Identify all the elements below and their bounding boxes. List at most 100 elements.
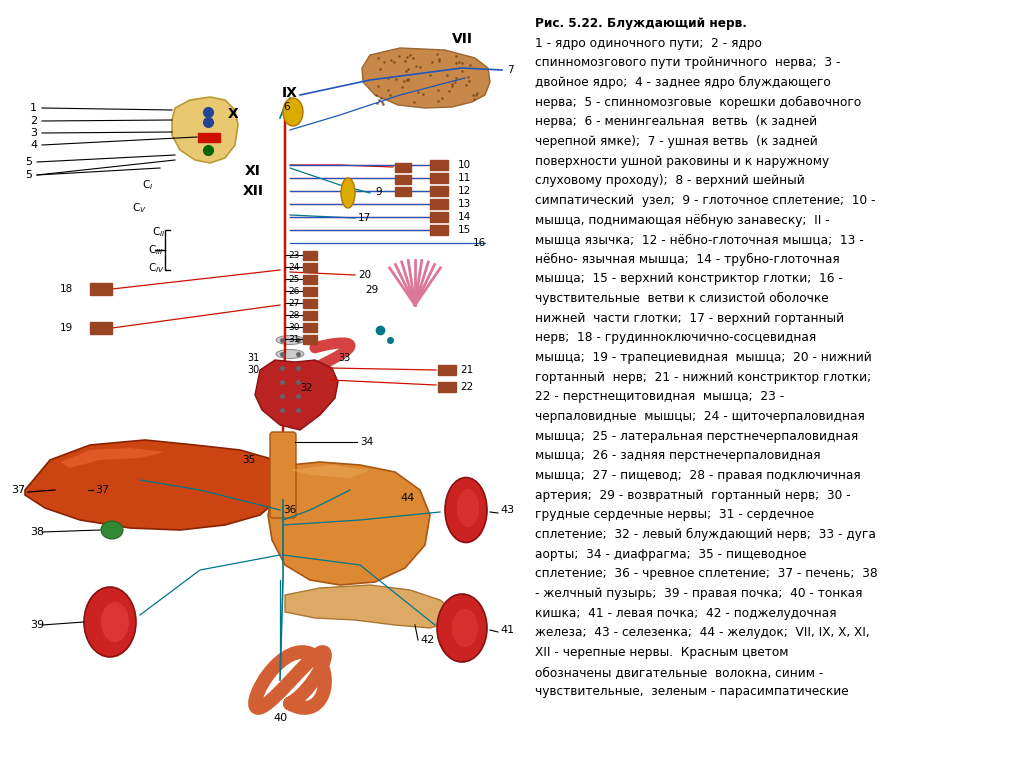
Bar bbox=[198, 133, 220, 142]
Text: 39: 39 bbox=[30, 620, 44, 630]
Text: двойное ядро;  4 - заднее ядро блуждающего: двойное ядро; 4 - заднее ядро блуждающег… bbox=[535, 76, 830, 89]
Text: 16: 16 bbox=[473, 238, 486, 248]
Text: 27: 27 bbox=[289, 299, 300, 307]
Text: обозначены двигательные  волокна, синим -: обозначены двигательные волокна, синим - bbox=[535, 666, 823, 679]
Text: 22 - перстнещитовидная  мышца;  23 -: 22 - перстнещитовидная мышца; 23 - bbox=[535, 390, 783, 403]
Bar bbox=[438, 365, 456, 375]
Bar bbox=[303, 287, 317, 296]
Text: черпаловидные  мышцы;  24 - щиточерпаловидная: черпаловидные мышцы; 24 - щиточерпаловид… bbox=[535, 410, 864, 423]
Ellipse shape bbox=[101, 602, 129, 642]
Text: кишка;  41 - левая почка;  42 - поджелудочная: кишка; 41 - левая почка; 42 - поджелудоч… bbox=[535, 607, 836, 620]
Text: 32: 32 bbox=[300, 383, 312, 393]
Text: 18: 18 bbox=[60, 284, 74, 294]
Text: C$_{II}$: C$_{II}$ bbox=[152, 225, 166, 239]
Bar bbox=[90, 322, 112, 334]
Bar bbox=[303, 311, 317, 320]
Bar bbox=[430, 199, 449, 209]
Text: 40: 40 bbox=[273, 713, 287, 723]
Polygon shape bbox=[25, 440, 285, 530]
Ellipse shape bbox=[101, 521, 123, 539]
Text: 37: 37 bbox=[95, 485, 110, 495]
Text: 24: 24 bbox=[289, 263, 300, 272]
Text: мышца, поднимающая нёбную занавеску;  II -: мышца, поднимающая нёбную занавеску; II … bbox=[535, 214, 829, 227]
Text: 2: 2 bbox=[30, 116, 37, 126]
Polygon shape bbox=[290, 465, 370, 478]
Text: 26: 26 bbox=[289, 286, 300, 296]
Text: - желчный пузырь;  39 - правая почка;  40 - тонкая: - желчный пузырь; 39 - правая почка; 40 … bbox=[535, 587, 862, 600]
Text: сплетение;  32 - левый блуждающий нерв;  33 - дуга: сплетение; 32 - левый блуждающий нерв; 3… bbox=[535, 528, 876, 541]
Text: мышца;  27 - пищевод;  28 - правая подключичная: мышца; 27 - пищевод; 28 - правая подключ… bbox=[535, 469, 860, 482]
Polygon shape bbox=[362, 48, 490, 108]
Polygon shape bbox=[172, 97, 238, 163]
Ellipse shape bbox=[445, 478, 487, 542]
Polygon shape bbox=[268, 462, 430, 585]
Bar bbox=[430, 173, 449, 183]
Text: поверхности ушной раковины и к наружному: поверхности ушной раковины и к наружному bbox=[535, 154, 828, 167]
Bar bbox=[438, 382, 456, 392]
Text: чувствительные,  зеленым - парасимпатические: чувствительные, зеленым - парасимпатичес… bbox=[535, 685, 848, 698]
Text: 22: 22 bbox=[460, 382, 473, 392]
Text: чувствительные  ветви к слизистой оболочке: чувствительные ветви к слизистой оболочк… bbox=[535, 292, 828, 305]
Text: VII: VII bbox=[452, 32, 472, 46]
Text: XII - черепные нервы.  Красным цветом: XII - черепные нервы. Красным цветом bbox=[535, 646, 788, 659]
Text: C$_I$: C$_I$ bbox=[142, 178, 154, 192]
Text: 4: 4 bbox=[30, 140, 37, 150]
Text: 31: 31 bbox=[248, 353, 260, 363]
Text: аорты;  34 - диафрагма;  35 - пищеводное: аорты; 34 - диафрагма; 35 - пищеводное bbox=[535, 548, 806, 561]
Ellipse shape bbox=[276, 378, 304, 386]
Ellipse shape bbox=[84, 587, 136, 657]
Ellipse shape bbox=[457, 489, 479, 527]
Text: 21: 21 bbox=[460, 365, 473, 375]
Text: 13: 13 bbox=[458, 199, 471, 209]
Text: грудные сердечные нервы;  31 - сердечное: грудные сердечные нервы; 31 - сердечное bbox=[535, 508, 814, 521]
Text: 17: 17 bbox=[358, 213, 372, 223]
Text: 29: 29 bbox=[365, 285, 378, 295]
Bar bbox=[303, 335, 317, 344]
Ellipse shape bbox=[452, 609, 478, 647]
Text: XI: XI bbox=[245, 164, 261, 178]
Text: мышца;  25 - латеральная перстнечерпаловидная: мышца; 25 - латеральная перстнечерпалови… bbox=[535, 430, 858, 443]
Text: спинномозгового пути тройничного  нерва;  3 -: спинномозгового пути тройничного нерва; … bbox=[535, 56, 840, 69]
Text: черепной ямке);  7 - ушная ветвь  (к задней: черепной ямке); 7 - ушная ветвь (к задне… bbox=[535, 135, 817, 148]
Ellipse shape bbox=[341, 178, 355, 208]
Text: XII: XII bbox=[243, 184, 263, 198]
Bar bbox=[395, 175, 411, 184]
Text: железа;  43 - селезенка;  44 - желудок;  VII, IX, X, XI,: железа; 43 - селезенка; 44 - желудок; VI… bbox=[535, 627, 869, 640]
Ellipse shape bbox=[283, 98, 303, 126]
Text: слуховому проходу);  8 - верхний шейный: слуховому проходу); 8 - верхний шейный bbox=[535, 174, 804, 187]
Text: 35: 35 bbox=[242, 455, 255, 465]
Ellipse shape bbox=[437, 594, 487, 662]
Text: нерв;  18 - грудинноключично-сосцевидная: нерв; 18 - грудинноключично-сосцевидная bbox=[535, 332, 816, 345]
Ellipse shape bbox=[276, 392, 304, 400]
Text: нёбно- язычная мышца;  14 - трубно-глоточная: нёбно- язычная мышца; 14 - трубно-глоточ… bbox=[535, 253, 839, 266]
Text: 9: 9 bbox=[375, 187, 382, 197]
Bar bbox=[303, 323, 317, 332]
Text: 11: 11 bbox=[458, 173, 471, 183]
Text: C$_{IV}$: C$_{IV}$ bbox=[148, 261, 165, 275]
Text: Рис. 5.22. Блуждающий нерв.: Рис. 5.22. Блуждающий нерв. bbox=[535, 17, 746, 30]
Bar bbox=[303, 299, 317, 308]
Polygon shape bbox=[255, 360, 338, 430]
Text: гортанный  нерв;  21 - нижний констриктор глотки;: гортанный нерв; 21 - нижний констриктор … bbox=[535, 371, 870, 384]
Text: C$_{III}$: C$_{III}$ bbox=[148, 243, 164, 257]
Bar bbox=[90, 283, 112, 295]
Text: мышца;  19 - трапециевидная  мышца;  20 - нижний: мышца; 19 - трапециевидная мышца; 20 - н… bbox=[535, 351, 871, 364]
Ellipse shape bbox=[276, 349, 304, 359]
Text: 36: 36 bbox=[284, 505, 297, 515]
Text: 12: 12 bbox=[458, 186, 471, 196]
Bar bbox=[430, 186, 449, 196]
Text: X: X bbox=[227, 107, 239, 121]
Text: мышца язычка;  12 - нёбно-глоточная мышца;  13 -: мышца язычка; 12 - нёбно-глоточная мышца… bbox=[535, 233, 863, 247]
Text: 25: 25 bbox=[289, 274, 300, 283]
Text: 1 - ядро одиночного пути;  2 - ядро: 1 - ядро одиночного пути; 2 - ядро bbox=[535, 37, 762, 50]
Text: 23: 23 bbox=[289, 250, 300, 260]
Polygon shape bbox=[285, 585, 455, 628]
Text: 28: 28 bbox=[289, 310, 300, 319]
Ellipse shape bbox=[276, 363, 304, 372]
Text: сплетение;  36 - чревное сплетение;  37 - печень;  38: сплетение; 36 - чревное сплетение; 37 - … bbox=[535, 568, 878, 581]
Bar bbox=[395, 163, 411, 172]
Text: 1: 1 bbox=[30, 103, 37, 113]
Text: мышца;  26 - задняя перстнечерпаловидная: мышца; 26 - задняя перстнечерпаловидная bbox=[535, 449, 820, 462]
Text: 42: 42 bbox=[420, 635, 434, 645]
Text: нерва;  5 - спинномозговые  корешки добавочного: нерва; 5 - спинномозговые корешки добаво… bbox=[535, 95, 861, 108]
